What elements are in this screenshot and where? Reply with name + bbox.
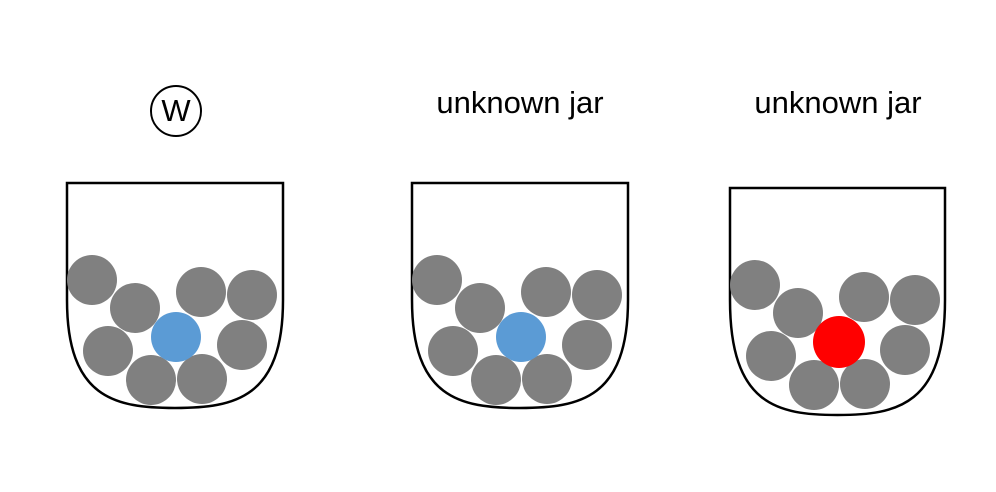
blue-ball [151, 312, 201, 362]
gray-ball [730, 260, 780, 310]
gray-ball [789, 360, 839, 410]
gray-ball [67, 255, 117, 305]
gray-ball [773, 288, 823, 338]
gray-ball [521, 267, 571, 317]
gray-ball [572, 270, 622, 320]
gray-ball [839, 272, 889, 322]
red-ball [813, 316, 865, 368]
gray-ball [83, 326, 133, 376]
gray-ball [110, 283, 160, 333]
blue-ball [496, 312, 546, 362]
gray-ball [880, 325, 930, 375]
jar-label-unknown-2: unknown jar [754, 85, 922, 120]
gray-ball [562, 320, 612, 370]
gray-ball [412, 255, 462, 305]
gray-ball [746, 331, 796, 381]
gray-ball [428, 326, 478, 376]
circled-w-label: W [150, 85, 202, 137]
gray-ball [890, 275, 940, 325]
gray-ball [177, 354, 227, 404]
jar-label-w: W [76, 85, 276, 137]
jar-label-unknown-1: unknown jar [436, 85, 604, 120]
gray-ball [522, 354, 572, 404]
gray-ball [217, 320, 267, 370]
gray-ball [126, 355, 176, 405]
jar-1 [65, 181, 285, 410]
gray-ball [176, 267, 226, 317]
gray-ball [471, 355, 521, 405]
gray-ball [227, 270, 277, 320]
jar-2 [410, 181, 630, 410]
gray-ball [840, 359, 890, 409]
gray-ball [455, 283, 505, 333]
jar-3 [728, 186, 947, 417]
